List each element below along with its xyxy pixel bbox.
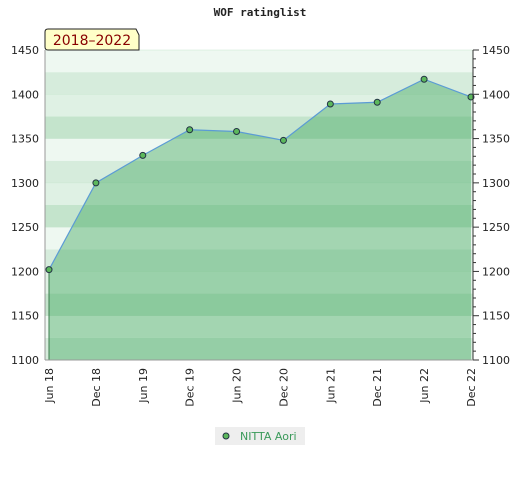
y2-tick-label: 1300 bbox=[482, 177, 510, 190]
grid-band bbox=[45, 205, 473, 228]
x-tick-label: Jun 20 bbox=[231, 368, 244, 404]
y-tick-label: 1450 bbox=[11, 44, 39, 57]
grid-band bbox=[45, 50, 473, 73]
y2-tick-label: 1400 bbox=[482, 88, 510, 101]
grid-band bbox=[45, 116, 473, 139]
x-tick-label: Jun 19 bbox=[137, 368, 150, 404]
grid-band bbox=[45, 160, 473, 183]
chart-title: WOF ratinglist bbox=[214, 6, 307, 19]
badge: 2018–2022 bbox=[53, 33, 131, 49]
y2-tick-label: 1450 bbox=[482, 44, 510, 57]
x-tick-label: Jun 21 bbox=[324, 368, 337, 404]
point bbox=[186, 126, 194, 134]
point bbox=[326, 100, 334, 108]
y2-tick-label: 1200 bbox=[482, 265, 510, 278]
y-tick-label: 1400 bbox=[11, 88, 39, 101]
y-tick-label: 1250 bbox=[11, 221, 39, 234]
point bbox=[279, 136, 287, 144]
legend-marker bbox=[222, 432, 230, 440]
grid-band bbox=[45, 182, 473, 205]
point bbox=[420, 75, 428, 83]
badge-box bbox=[44, 28, 140, 51]
y2-tick-label: 1250 bbox=[482, 221, 510, 234]
x-tick-label: Jun 18 bbox=[43, 368, 56, 404]
grid-band bbox=[45, 271, 473, 294]
x-tick-label: Dec 19 bbox=[184, 368, 197, 407]
x-tick-label: Dec 18 bbox=[90, 368, 103, 407]
grid-band bbox=[45, 337, 473, 360]
grid-band bbox=[45, 72, 473, 95]
y-tick-label: 1350 bbox=[11, 133, 39, 146]
grid-band bbox=[45, 138, 473, 161]
point bbox=[373, 98, 381, 106]
grid-band bbox=[45, 227, 473, 250]
x-tick-label: Dec 21 bbox=[371, 368, 384, 407]
grid-band bbox=[45, 293, 473, 316]
x-tick-label: Dec 20 bbox=[277, 368, 290, 407]
y2-tick-label: 1100 bbox=[482, 354, 510, 367]
legend-label: NITTA Aori bbox=[240, 430, 297, 443]
legend-box bbox=[215, 427, 305, 445]
x-tick-label: Jun 22 bbox=[418, 368, 431, 404]
point bbox=[139, 151, 147, 159]
point bbox=[92, 179, 100, 187]
y-tick-label: 1300 bbox=[11, 177, 39, 190]
y2-tick-label: 1350 bbox=[482, 133, 510, 146]
y2-tick-label: 1150 bbox=[482, 310, 510, 323]
point bbox=[45, 266, 53, 274]
point bbox=[233, 127, 241, 135]
grid-band bbox=[45, 249, 473, 272]
y-tick-label: 1100 bbox=[11, 354, 39, 367]
y-tick-label: 1150 bbox=[11, 310, 39, 323]
grid-band bbox=[45, 94, 473, 117]
y-tick-label: 1200 bbox=[11, 265, 39, 278]
grid-band bbox=[45, 315, 473, 338]
x-tick-label: Dec 22 bbox=[465, 368, 478, 407]
plot-area bbox=[45, 49, 475, 361]
line bbox=[48, 78, 472, 270]
